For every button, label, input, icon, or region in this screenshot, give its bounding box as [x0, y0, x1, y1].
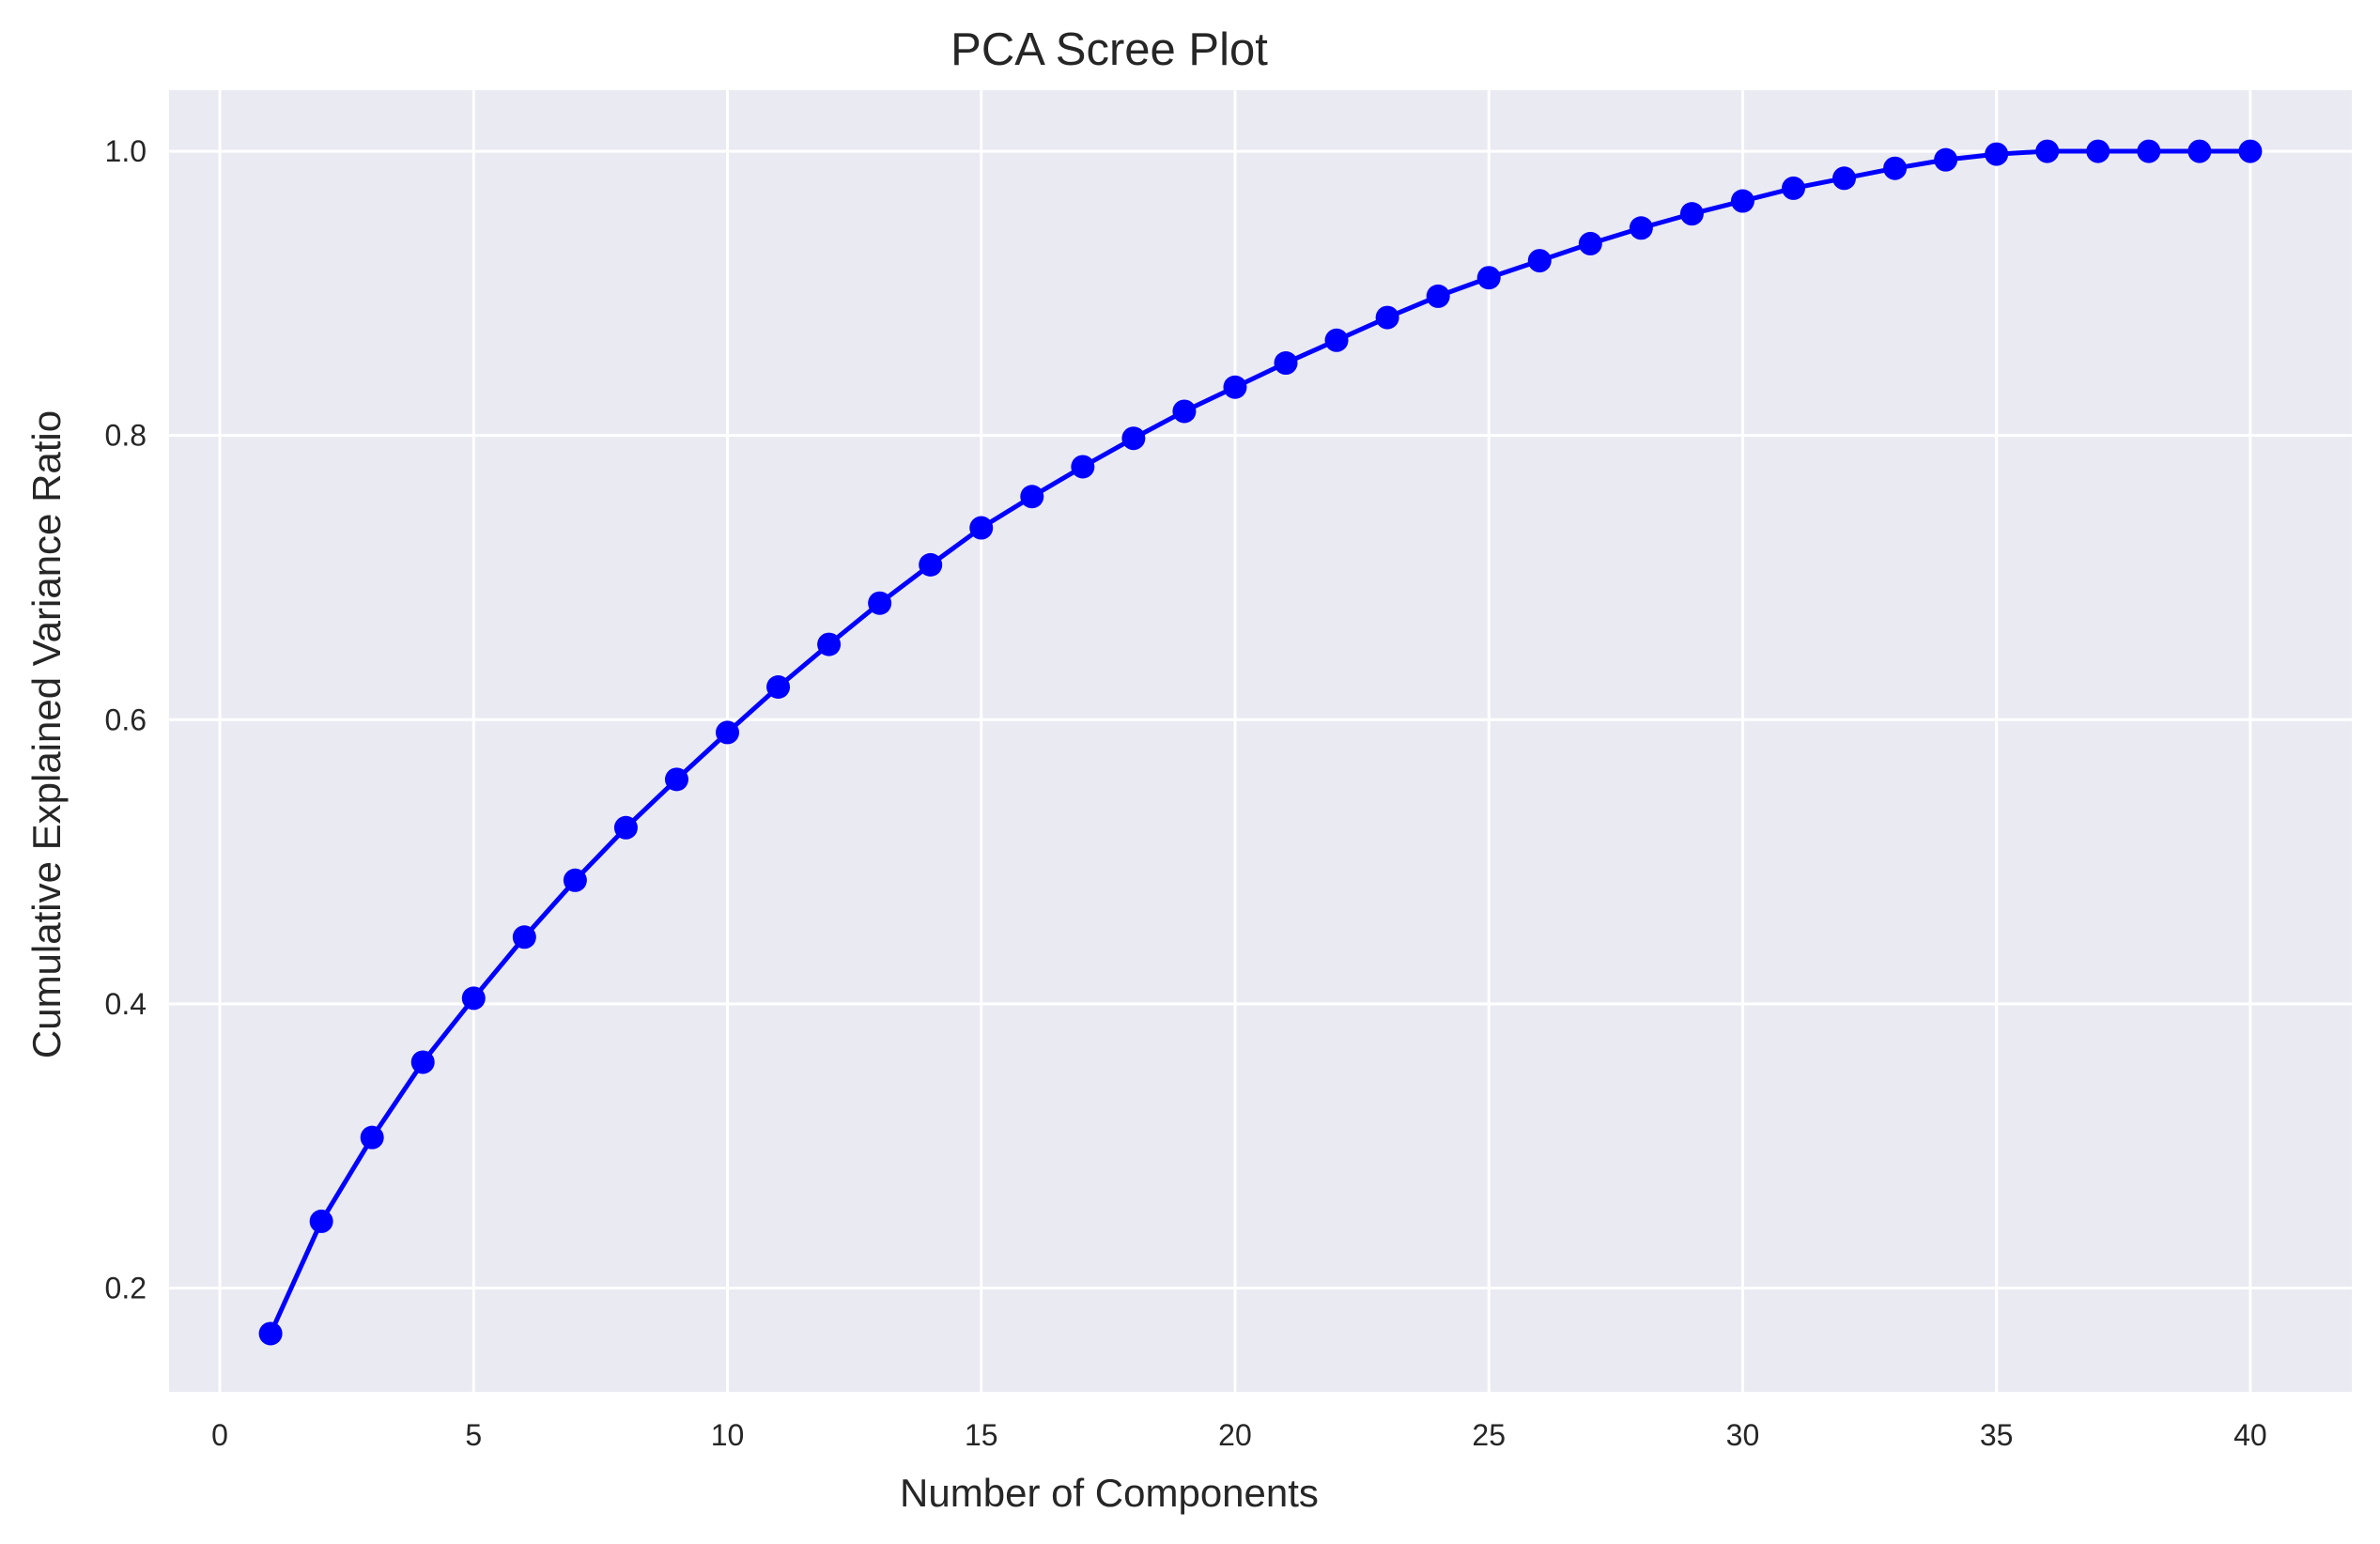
- x-tick-label: 20: [1218, 1418, 1252, 1452]
- data-point: [1172, 399, 1197, 424]
- data-point: [817, 632, 842, 656]
- chart-title: PCA Scree Plot: [950, 24, 1268, 75]
- data-point: [1934, 147, 1958, 172]
- data-point: [512, 925, 536, 950]
- x-tick-label: 40: [2233, 1418, 2267, 1452]
- y-tick-label: 0.2: [105, 1272, 147, 1305]
- data-point: [1629, 216, 1653, 240]
- data-point: [868, 591, 892, 615]
- data-point: [1223, 375, 1247, 399]
- series-line: [268, 148, 2253, 1336]
- y-axis-title: Cumulative Explained Variance Ratio: [24, 410, 69, 1058]
- data-point: [1832, 166, 1857, 191]
- data-point: [563, 868, 587, 892]
- data-point: [1020, 485, 1044, 509]
- data-point: [1730, 189, 1754, 213]
- y-tick-label: 0.4: [105, 987, 147, 1021]
- data-point: [1883, 156, 1908, 180]
- data-point: [1121, 426, 1146, 451]
- x-tick-label: 10: [711, 1418, 745, 1452]
- series-layer: [258, 139, 2263, 1346]
- data-point: [1985, 142, 2009, 166]
- x-tick-label: 15: [965, 1418, 998, 1452]
- data-point: [2035, 139, 2060, 163]
- data-point: [410, 1050, 435, 1074]
- y-tick-label: 0.8: [105, 419, 147, 453]
- data-point: [664, 767, 688, 792]
- data-point: [258, 1321, 283, 1346]
- x-tick-label: 25: [1472, 1418, 1506, 1452]
- plot-area-background: [169, 90, 2352, 1392]
- data-point: [766, 675, 791, 700]
- data-point: [360, 1125, 384, 1150]
- data-point: [2086, 139, 2110, 163]
- data-point: [716, 720, 740, 745]
- data-point: [969, 516, 994, 540]
- x-tick-label: 30: [1726, 1418, 1760, 1452]
- data-point: [1324, 328, 1349, 352]
- data-point: [2238, 139, 2263, 163]
- data-point: [1527, 249, 1552, 273]
- y-tick-label: 1.0: [105, 134, 147, 168]
- data-point: [1476, 266, 1501, 290]
- data-point: [919, 552, 943, 577]
- data-point: [1071, 455, 1095, 479]
- y-axis-ticks: 0.2 0.4 0.6 0.8 1.0: [105, 134, 147, 1305]
- data-point: [1274, 351, 1298, 376]
- data-point: [613, 815, 638, 840]
- x-axis-title: Number of Components: [900, 1471, 1319, 1515]
- x-axis-ticks: 0 5 10 15 20 25 30 35 40: [211, 1418, 2267, 1452]
- data-point: [2137, 139, 2161, 163]
- y-tick-label: 0.6: [105, 703, 147, 736]
- data-point: [1679, 202, 1704, 226]
- data-point: [1426, 284, 1450, 308]
- data-point: [2187, 139, 2212, 163]
- x-tick-label: 0: [211, 1418, 228, 1452]
- data-point: [1781, 176, 1805, 200]
- data-point: [1375, 305, 1399, 330]
- data-point: [1578, 231, 1602, 255]
- data-point: [461, 986, 486, 1011]
- x-tick-label: 35: [1980, 1418, 2014, 1452]
- data-point: [309, 1209, 333, 1233]
- x-tick-label: 5: [465, 1418, 482, 1452]
